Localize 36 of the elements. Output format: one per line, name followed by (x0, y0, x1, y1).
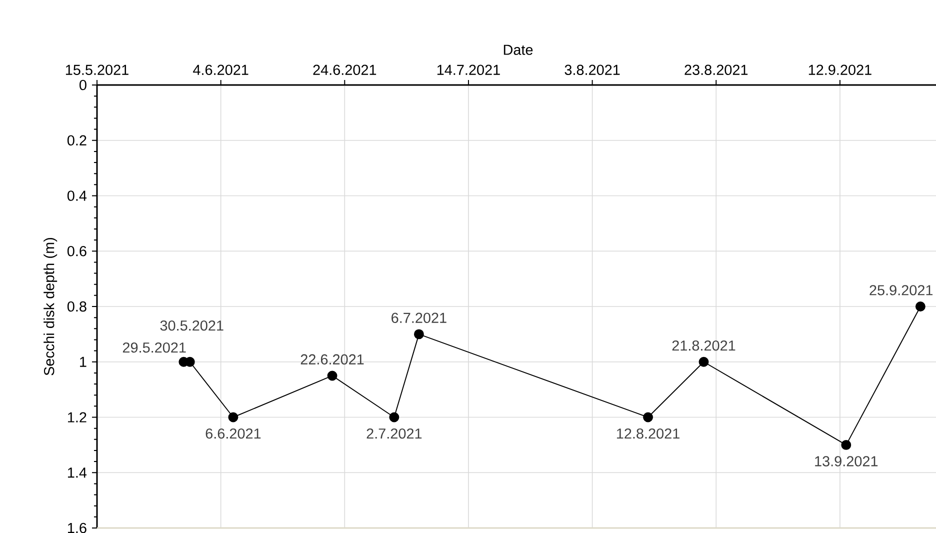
x-tick-label: 3.8.2021 (564, 64, 620, 75)
x-tick-label: 14.7.2021 (437, 64, 500, 75)
y-tick-label: 0.6 (67, 246, 86, 256)
point (389, 412, 400, 422)
point (228, 412, 238, 422)
point (327, 370, 338, 381)
x-tick-label: 23.8.2021 (684, 64, 748, 75)
x-axis-title: Date (504, 44, 533, 55)
annotation: 21.8.2021 (672, 340, 736, 351)
y-tick-label: 1.4 (68, 468, 87, 478)
point (915, 302, 926, 312)
x-tick-label: 24.6.2021 (313, 64, 376, 75)
annotation: 6.6.2021 (206, 428, 261, 439)
annotation: 22.6.2021 (300, 354, 364, 365)
x-tick-label: 12.9.2021 (808, 64, 872, 75)
annotation: 25.9.2021 (870, 285, 933, 296)
annotation: 30.5.2021 (160, 320, 224, 331)
annotation: 12.8.2021 (616, 428, 680, 439)
annotation: 13.9.2021 (815, 456, 878, 466)
x-tick-label: 4.6.2021 (193, 64, 248, 75)
y-axis-title: Secchi disk depth (m) (44, 238, 58, 376)
annotation: 29.5.2021 (122, 342, 186, 353)
annotation: 2.7.2021 (366, 428, 422, 439)
y-tick-label: 1 (80, 356, 86, 367)
y-tick-label: 0 (80, 80, 86, 90)
y-tick-label: 0.8 (67, 301, 86, 312)
y-tick-label: 0.2 (67, 135, 86, 146)
point (414, 329, 424, 340)
point (643, 412, 654, 422)
point (698, 356, 709, 367)
y-tick-label: 1.2 (68, 412, 86, 422)
annotation: 6.7.2021 (392, 312, 446, 323)
point (841, 440, 852, 450)
y-tick-label: 0.4 (67, 190, 87, 201)
x-tick-label: 15.5.2021 (66, 64, 128, 75)
y-tick-label: 1.6 (68, 522, 86, 533)
